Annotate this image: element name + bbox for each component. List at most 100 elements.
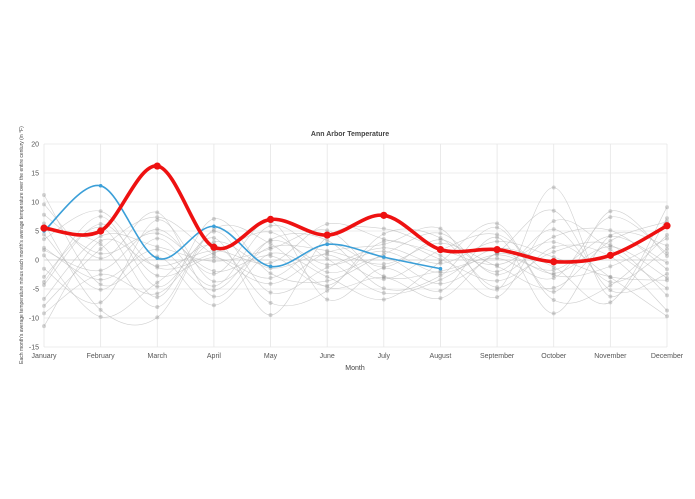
background-point bbox=[665, 246, 669, 251]
background-point bbox=[608, 228, 613, 233]
y-tick-label: 0 bbox=[35, 258, 39, 265]
background-point bbox=[42, 202, 46, 207]
highlighted-series bbox=[40, 162, 671, 271]
background-point bbox=[381, 264, 386, 269]
background-point bbox=[495, 272, 500, 277]
red-series-point bbox=[40, 224, 48, 232]
background-point bbox=[211, 227, 216, 232]
background-point bbox=[608, 233, 613, 238]
background-point bbox=[211, 255, 216, 260]
red-series-point bbox=[606, 251, 614, 259]
background-point bbox=[42, 296, 46, 301]
background-point bbox=[98, 209, 103, 214]
background-point bbox=[665, 243, 669, 248]
background-point bbox=[211, 269, 216, 274]
background-point bbox=[495, 239, 500, 244]
background-point bbox=[608, 264, 613, 269]
background-point bbox=[42, 237, 46, 242]
background-point bbox=[98, 234, 103, 239]
background-point bbox=[155, 304, 160, 309]
background-series-line bbox=[43, 216, 668, 300]
red-series-point bbox=[380, 211, 388, 219]
blue-series-point bbox=[382, 255, 386, 259]
background-point bbox=[608, 238, 613, 243]
background-point bbox=[495, 225, 500, 230]
background-point bbox=[551, 264, 556, 269]
background-series-line bbox=[43, 235, 668, 291]
background-point bbox=[608, 247, 613, 252]
background-point bbox=[42, 280, 46, 285]
background-point bbox=[551, 219, 556, 224]
background-point bbox=[381, 286, 386, 291]
y-tick-label: -5 bbox=[33, 287, 39, 294]
background-point bbox=[608, 283, 613, 288]
red-series-point bbox=[493, 245, 501, 254]
background-series-line bbox=[43, 218, 668, 298]
background-point bbox=[155, 217, 160, 222]
chart-title: Ann Arbor Temperature bbox=[311, 131, 389, 138]
background-point bbox=[495, 285, 500, 290]
background-point bbox=[551, 208, 556, 213]
x-tick-label: May bbox=[264, 353, 278, 360]
background-point bbox=[98, 272, 103, 277]
background-point bbox=[608, 294, 613, 299]
background-point bbox=[325, 248, 330, 253]
background-point bbox=[325, 270, 330, 275]
background-point bbox=[665, 216, 669, 221]
background-point bbox=[551, 185, 556, 190]
red-series-point bbox=[436, 245, 445, 254]
background-point bbox=[608, 215, 613, 220]
background-point bbox=[325, 262, 330, 267]
background-point bbox=[495, 295, 500, 300]
background-point bbox=[438, 241, 443, 246]
background-point bbox=[268, 313, 273, 318]
background-point bbox=[381, 237, 386, 242]
x-tick-label: July bbox=[378, 353, 391, 360]
background-series-line bbox=[43, 229, 668, 308]
background-point bbox=[438, 296, 443, 301]
background-point bbox=[211, 271, 216, 276]
background-point bbox=[381, 245, 386, 250]
background-point bbox=[211, 251, 216, 256]
background-point bbox=[98, 287, 103, 292]
background-series-line bbox=[43, 194, 668, 306]
background-point bbox=[211, 284, 216, 289]
background-point bbox=[381, 297, 386, 302]
x-axis-ticks: January February March April May June July Augu… bbox=[32, 353, 684, 360]
background-series-line bbox=[43, 207, 668, 305]
background-point bbox=[551, 271, 556, 276]
background-point bbox=[155, 210, 160, 215]
background-point bbox=[325, 238, 330, 243]
background-point bbox=[438, 259, 443, 264]
x-tick-label: October bbox=[541, 353, 567, 360]
background-point bbox=[665, 286, 669, 291]
background-point bbox=[551, 298, 556, 303]
background-point bbox=[551, 249, 556, 254]
background-series-line bbox=[43, 221, 668, 314]
background-point bbox=[495, 262, 500, 267]
background-point bbox=[98, 300, 103, 305]
background-point bbox=[551, 255, 556, 260]
background-point bbox=[325, 252, 330, 257]
background-point bbox=[438, 281, 443, 286]
red-series-point bbox=[97, 227, 105, 235]
blue-series-point bbox=[155, 256, 160, 261]
background-point bbox=[438, 235, 443, 240]
x-tick-label: June bbox=[320, 353, 335, 360]
background-point bbox=[268, 238, 273, 243]
x-tick-label: November bbox=[594, 353, 627, 360]
background-point bbox=[211, 294, 216, 299]
background-point bbox=[551, 275, 556, 280]
background-point bbox=[268, 246, 273, 251]
background-point bbox=[155, 280, 160, 285]
y-tick-label: -10 bbox=[29, 316, 39, 323]
background-point bbox=[155, 231, 160, 236]
background-point bbox=[495, 264, 500, 269]
background-point bbox=[42, 193, 46, 198]
background-point bbox=[155, 215, 160, 220]
background-point bbox=[665, 267, 669, 272]
background-point bbox=[381, 239, 386, 244]
background-point bbox=[381, 274, 386, 279]
y-tick-label: 10 bbox=[31, 200, 39, 207]
background-point bbox=[495, 235, 500, 240]
